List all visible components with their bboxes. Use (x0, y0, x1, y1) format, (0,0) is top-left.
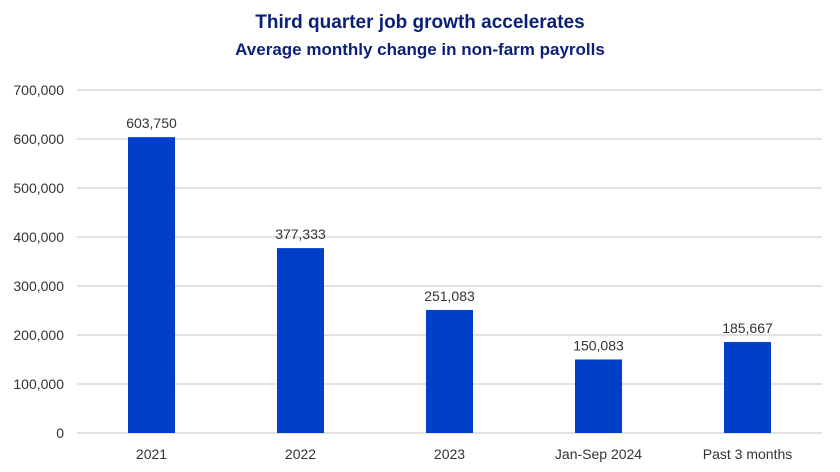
chart-title: Third quarter job growth accelerates (255, 12, 585, 33)
x-tick-label: 2021 (136, 446, 167, 462)
x-tick-label: 2022 (285, 446, 316, 462)
y-tick-label: 100,000 (13, 376, 64, 392)
bar (277, 248, 324, 433)
data-label: 150,083 (573, 337, 624, 353)
chart-subtitle: Average monthly change in non-farm payro… (235, 40, 605, 59)
x-tick-label: Past 3 months (703, 446, 793, 462)
data-label: 185,667 (722, 320, 773, 336)
bar (724, 342, 771, 433)
y-tick-label: 500,000 (13, 180, 64, 196)
bar (575, 359, 622, 433)
data-label: 251,083 (424, 288, 475, 304)
bar (128, 137, 175, 433)
data-label: 603,750 (126, 115, 177, 131)
data-label: 377,333 (275, 226, 326, 242)
y-tick-label: 300,000 (13, 278, 64, 294)
y-tick-label: 700,000 (13, 82, 64, 98)
y-tick-label: 0 (56, 425, 64, 441)
x-tick-label: 2023 (434, 446, 465, 462)
bar (426, 309, 473, 433)
y-tick-label: 200,000 (13, 327, 64, 343)
x-tick-label: Jan-Sep 2024 (555, 446, 642, 462)
y-tick-label: 400,000 (13, 229, 64, 245)
y-tick-label: 600,000 (13, 131, 64, 147)
